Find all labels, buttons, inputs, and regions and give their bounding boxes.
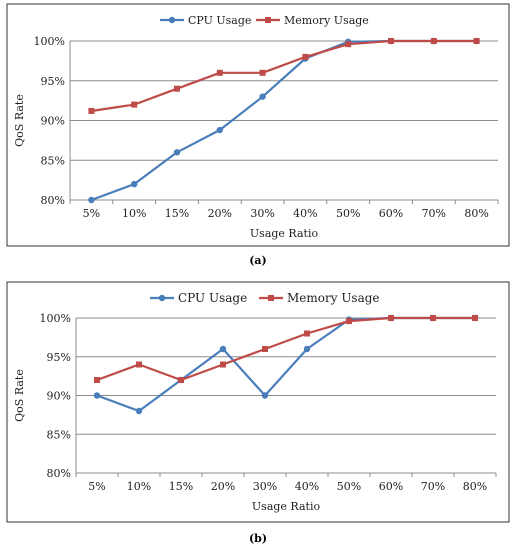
x-tick-label: 30% <box>253 480 277 493</box>
memory-data-point <box>304 330 310 337</box>
memory-data-point <box>178 377 184 383</box>
x-tick-label: 80% <box>464 207 488 220</box>
memory-data-point <box>473 38 480 44</box>
x-tick-label: 15% <box>165 207 189 220</box>
x-tick-label: 40% <box>295 480 319 493</box>
cpu-data-point <box>259 93 266 100</box>
y-tick-label: 90% <box>47 390 71 403</box>
memory-data-point <box>345 41 352 48</box>
memory-data-point <box>94 377 100 383</box>
cpu-data-point <box>131 180 138 188</box>
legend-label-memory: Memory Usage <box>287 291 380 305</box>
x-axis-title: Usage Ratio <box>252 500 321 513</box>
memory-data-point <box>216 69 223 76</box>
cpu-data-point <box>93 392 101 399</box>
x-tick-label: 40% <box>293 207 317 220</box>
cpu-data-point <box>88 196 95 204</box>
cpu-data-point <box>173 149 181 156</box>
x-tick-label: 20% <box>211 480 235 493</box>
cpu-data-point <box>135 407 143 415</box>
legend-marker-cpu <box>168 16 176 24</box>
memory-data-point <box>220 361 226 368</box>
legend-marker-memory <box>268 295 274 301</box>
y-tick-label: 85% <box>47 428 71 441</box>
memory-data-point <box>388 38 394 44</box>
caption-a: (a) <box>249 254 267 267</box>
legend-marker-cpu <box>158 294 166 302</box>
memory-data-point <box>388 315 394 321</box>
x-tick-label: 30% <box>250 207 274 220</box>
y-tick-label: 85% <box>41 154 65 167</box>
memory-data-point <box>131 101 138 108</box>
x-tick-label: 15% <box>169 480 193 493</box>
chart-panel-b: 80% 85% 90% 95% 100% 5% 10% 15% 20% 30% 40% 50% 60% 7… <box>0 278 516 550</box>
memory-data-point <box>262 346 268 352</box>
memory-data-point <box>430 38 437 44</box>
memory-data-point <box>136 361 142 368</box>
x-tick-label: 5% <box>88 480 105 493</box>
x-tick-label: 5% <box>83 207 100 220</box>
x-tick-label: 60% <box>379 207 403 220</box>
y-tick-label: 90% <box>41 115 65 128</box>
y-tick-label: 95% <box>47 351 71 364</box>
y-tick-label: 100% <box>34 35 65 48</box>
x-tick-label: 10% <box>122 207 146 220</box>
chart-frame <box>6 281 510 523</box>
chart-panel-a: 80% 85% 90% 95% 100% 5% 10% 15% 20% 30% 40% 50% 60% 7… <box>0 0 516 270</box>
memory-data-point <box>174 85 180 92</box>
x-tick-label: 10% <box>127 480 151 493</box>
y-axis-title: QoS Rate <box>13 94 26 147</box>
x-tick-label: 20% <box>208 207 232 220</box>
legend-label-cpu: CPU Usage <box>178 291 247 305</box>
memory-data-point <box>346 318 352 325</box>
x-tick-label: 50% <box>337 480 361 493</box>
y-tick-label: 80% <box>47 467 71 480</box>
legend-marker-memory <box>265 17 271 23</box>
y-axis-title: QoS Rate <box>13 369 26 422</box>
x-tick-label: 70% <box>422 207 446 220</box>
series-line-memory <box>91 39 477 113</box>
y-tick-label: 80% <box>41 194 65 207</box>
legend-label-memory: Memory Usage <box>284 14 369 27</box>
memory-data-point <box>430 315 436 321</box>
cpu-data-point <box>303 345 311 353</box>
caption-b: (b) <box>248 532 268 545</box>
memory-data-point <box>302 53 309 60</box>
x-tick-label: 70% <box>421 480 445 493</box>
x-tick-label: 80% <box>463 480 487 493</box>
cpu-data-point <box>219 345 227 353</box>
cpu-data-point <box>216 126 223 134</box>
x-axis-title: Usage Ratio <box>250 227 319 240</box>
y-tick-label: 100% <box>40 312 71 325</box>
chart-b-svg: 80% 85% 90% 95% 100% 5% 10% 15% 20% 30% 40% 50% 60% 7… <box>6 281 510 523</box>
y-tick-label: 95% <box>41 75 65 88</box>
chart-a-svg: 80% 85% 90% 95% 100% 5% 10% 15% 20% 30% 40% 50% 60% 7… <box>6 3 510 247</box>
memory-data-point <box>88 107 95 114</box>
x-tick-label: 50% <box>336 207 360 220</box>
series-line-memory <box>96 316 475 382</box>
memory-data-point <box>259 69 266 76</box>
legend-label-cpu: CPU Usage <box>188 14 251 27</box>
chart-frame <box>6 3 510 247</box>
x-tick-label: 60% <box>379 480 403 493</box>
cpu-data-point <box>261 392 269 399</box>
memory-data-point <box>472 315 478 321</box>
